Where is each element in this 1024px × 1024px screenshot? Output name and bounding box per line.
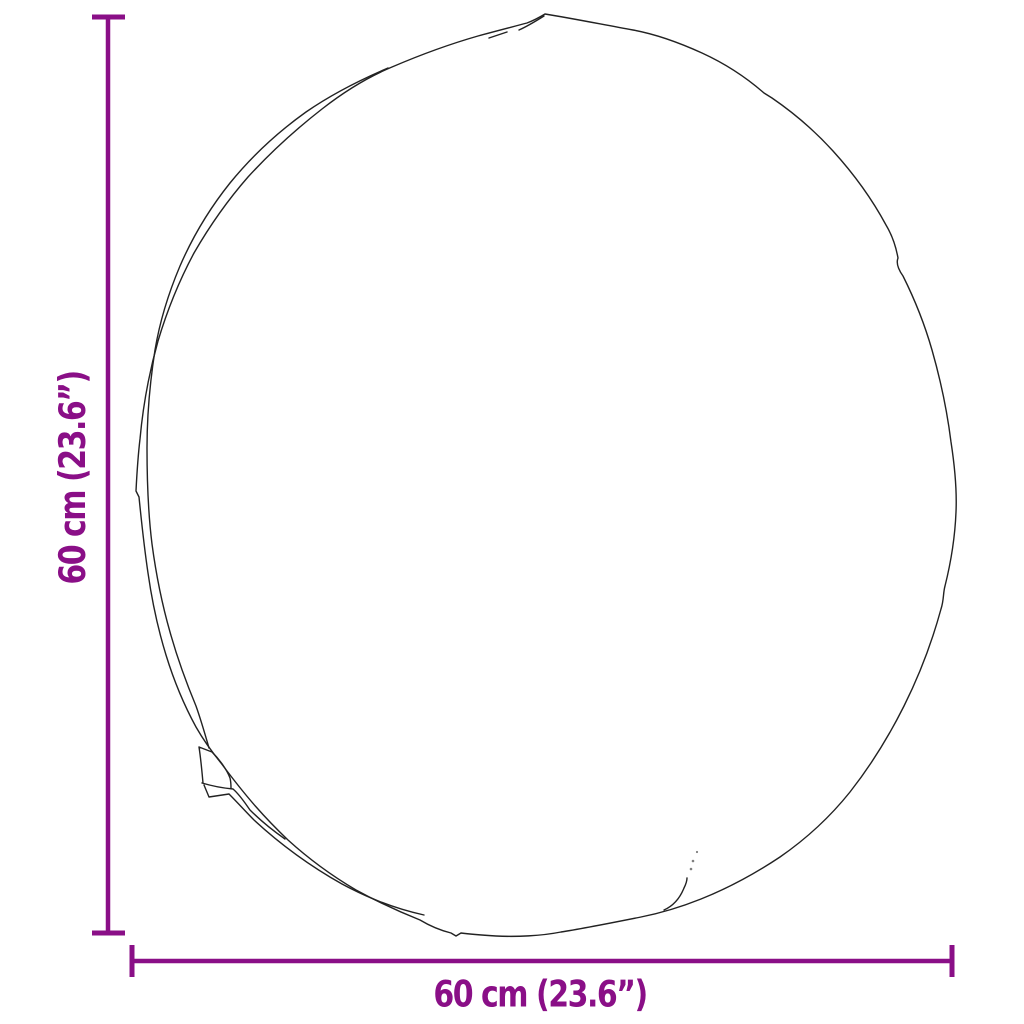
- width-dimension-line: [129, 945, 955, 977]
- dimension-lines: [92, 14, 955, 977]
- cushion-seam-branch: [663, 877, 688, 911]
- cushion-fold-detail: [198, 746, 425, 916]
- width-dimension-label: 60 cm (23.6”): [433, 973, 648, 1017]
- cushion-outer-contour: [135, 13, 957, 938]
- cushion-outline: [135, 13, 957, 938]
- height-dimension-label: 60 cm (23.6”): [52, 371, 95, 585]
- cushion-top-slashes: [488, 15, 545, 39]
- cushion-inner-seam: [146, 67, 389, 749]
- height-dimension-line: [92, 14, 125, 936]
- stitch-dots: [689, 850, 699, 871]
